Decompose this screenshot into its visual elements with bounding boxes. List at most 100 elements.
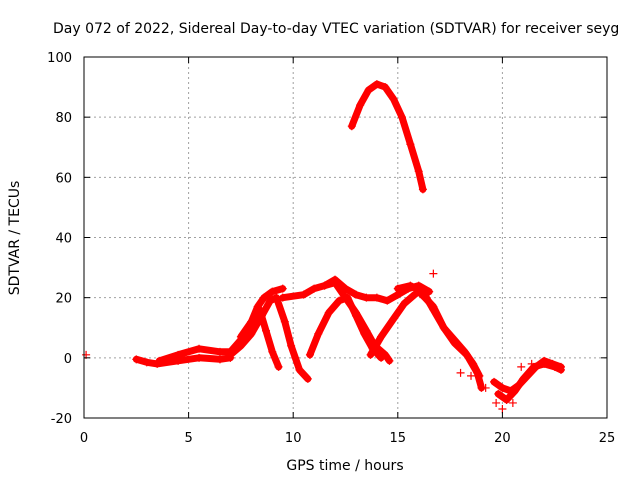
y-tick-label: 60 [55, 171, 72, 186]
data-series [82, 80, 565, 413]
data-point [195, 344, 204, 353]
data-point [351, 308, 360, 317]
data-point [481, 383, 490, 392]
data-point [469, 359, 478, 368]
data-point [456, 368, 465, 377]
data-point [490, 377, 499, 386]
series-line [237, 306, 283, 371]
series-line [348, 80, 427, 193]
x-tick-label: 0 [80, 431, 88, 446]
data-point [247, 329, 256, 338]
data-point [439, 323, 448, 332]
data-point [266, 296, 275, 305]
data-point [389, 314, 398, 323]
data-point [381, 83, 390, 92]
series-arc-9 [393, 281, 484, 380]
data-point [397, 113, 406, 122]
data-point [510, 386, 519, 395]
data-point [215, 347, 224, 356]
data-point [508, 398, 517, 407]
data-point [519, 374, 528, 383]
data-point [268, 287, 277, 296]
y-tick-label: 0 [64, 352, 72, 367]
data-point [377, 332, 386, 341]
data-point [498, 383, 507, 392]
data-point [320, 281, 329, 290]
data-point [381, 350, 390, 359]
series-arc-1 [347, 80, 427, 194]
data-point [450, 335, 459, 344]
data-point [305, 350, 314, 359]
data-point [429, 305, 438, 314]
y-tick-label: 80 [55, 111, 72, 126]
data-point [236, 341, 245, 350]
series-scatter-points [82, 269, 536, 413]
data-point [174, 356, 183, 365]
data-point [418, 287, 427, 296]
data-point [278, 284, 287, 293]
data-point [362, 326, 371, 335]
data-point [268, 347, 277, 356]
data-point [429, 269, 438, 278]
data-point [153, 359, 162, 368]
data-point [303, 374, 312, 383]
data-point [324, 308, 333, 317]
data-point [215, 355, 224, 364]
data-point [142, 358, 151, 367]
data-point [335, 296, 344, 305]
data-point [274, 362, 283, 371]
series-line [132, 354, 234, 368]
data-point [393, 284, 402, 293]
data-point [236, 332, 245, 341]
data-point [475, 371, 484, 380]
data-point [291, 353, 300, 362]
series-line [494, 360, 565, 404]
x-tick-label: 25 [599, 431, 616, 446]
data-point [247, 317, 256, 326]
series-line [321, 279, 393, 365]
data-point [372, 80, 381, 89]
data-point [259, 293, 268, 302]
data-point [341, 293, 350, 302]
data-point [310, 284, 319, 293]
series-line [367, 288, 485, 392]
x-tick-label: 5 [184, 431, 192, 446]
data-point [280, 317, 289, 326]
data-point [347, 122, 356, 131]
data-point [517, 362, 526, 371]
data-point [410, 290, 419, 299]
data-point [414, 167, 423, 176]
chart-title: Day 072 of 2022, Sidereal Day-to-day VTE… [53, 21, 619, 37]
axis-ticks: 0 5 10 15 20 25 -20 0 20 40 60 80 100 [47, 51, 615, 446]
data-point [295, 365, 304, 374]
data-point [356, 101, 365, 110]
data-point [385, 356, 394, 365]
y-tick-label: 100 [47, 51, 72, 66]
data-point [418, 185, 427, 194]
data-point [287, 341, 296, 350]
data-point [272, 293, 281, 302]
y-tick-label: 20 [55, 292, 72, 307]
x-axis-label: GPS time / hours [286, 458, 403, 474]
x-tick-label: 20 [494, 431, 511, 446]
series-arc-7 [320, 278, 394, 365]
data-point [540, 359, 549, 368]
data-point [389, 95, 398, 104]
data-point [372, 293, 381, 302]
data-point [556, 365, 565, 374]
data-point [502, 395, 511, 404]
x-tick-label: 10 [285, 431, 302, 446]
data-point [351, 290, 360, 299]
data-point [406, 281, 415, 290]
data-point [467, 371, 476, 380]
data-point [460, 347, 469, 356]
data-point [383, 296, 392, 305]
x-tick-label: 15 [390, 431, 407, 446]
data-point [494, 389, 503, 398]
data-point [262, 326, 271, 335]
data-point [492, 398, 501, 407]
data-point [364, 86, 373, 95]
data-point [362, 293, 371, 302]
grid-lines [84, 57, 607, 418]
